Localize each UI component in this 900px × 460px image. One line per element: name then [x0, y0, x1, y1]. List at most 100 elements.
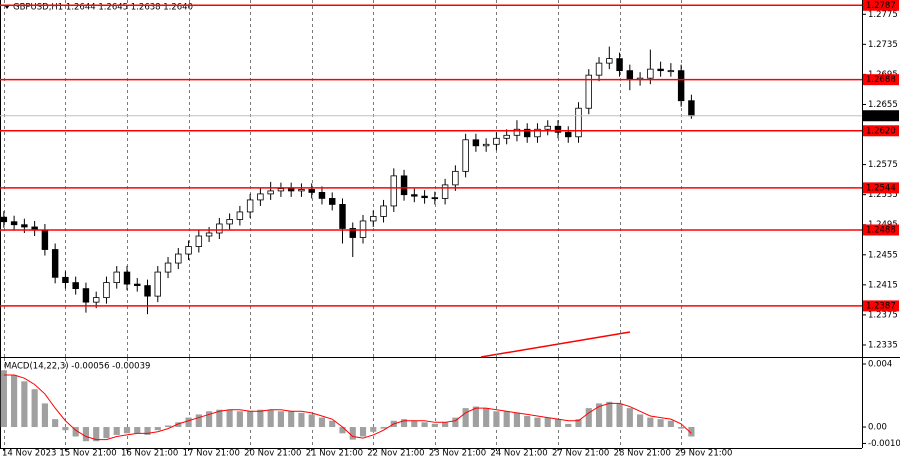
candle-body: [534, 128, 541, 138]
candle-body: [626, 70, 634, 81]
x-tick-label: 20 Nov 21:00: [244, 449, 301, 459]
level-label: 1.2387: [866, 301, 896, 311]
trend-line: [480, 331, 631, 358]
macd-bar: [113, 427, 120, 435]
x-tick-label: 22 Nov 21:00: [367, 449, 424, 459]
x-tick-label: 29 Nov 21:00: [675, 449, 732, 459]
candle-body: [400, 175, 408, 196]
candle-body: [482, 143, 490, 147]
macd-bar: [544, 417, 551, 428]
candle-body: [677, 70, 685, 102]
y-tick-label: 0.004: [868, 359, 892, 369]
macd-bar: [72, 427, 79, 437]
macd-bar: [164, 425, 172, 428]
macd-bar: [11, 375, 18, 428]
macd-bar: [534, 417, 541, 428]
candle-body: [154, 271, 161, 297]
x-tick-label: 17 Nov 21:00: [183, 449, 240, 459]
macd-bar: [82, 427, 90, 442]
y-tick-label: 1.2535: [868, 190, 898, 200]
candle-body: [606, 58, 613, 64]
y-tick-label: 0.00: [868, 423, 887, 433]
candle-body: [62, 276, 69, 283]
level-box: [863, 0, 899, 11]
macd-bar: [298, 412, 305, 428]
macd-bar: [452, 417, 459, 428]
macd-bar: [554, 419, 562, 428]
candle-body: [185, 246, 192, 255]
candle-body: [277, 188, 285, 192]
level-label: 1.2544: [866, 183, 896, 193]
macd-bar: [226, 409, 233, 428]
candle-body: [452, 170, 459, 186]
candle-body: [41, 229, 49, 250]
candle-body: [72, 282, 79, 290]
candle-body: [431, 197, 439, 200]
level-box: [863, 300, 899, 312]
macd-bar: [103, 427, 110, 439]
macd-bar: [431, 423, 438, 428]
macd-bar: [236, 411, 243, 428]
x-tick-label: 24 Nov 21:00: [490, 449, 547, 459]
candle-body: [554, 125, 562, 133]
candle-body: [647, 68, 654, 79]
candle-body: [308, 188, 315, 193]
macd-bar: [144, 427, 151, 435]
x-tick-label: 27 Nov 21:00: [552, 449, 609, 459]
macd-bar: [123, 427, 131, 434]
macd-bar: [339, 427, 346, 434]
macd-bar: [195, 414, 202, 428]
candle-body: [595, 62, 603, 76]
candle-body: [667, 70, 675, 73]
candle-body: [318, 192, 326, 199]
candle-body: [349, 228, 356, 238]
x-tick-label: 15 Nov 21:00: [59, 449, 116, 459]
macd-bar: [575, 419, 582, 428]
level-box: [863, 74, 899, 86]
macd-bar: [359, 427, 367, 437]
candle-body: [441, 184, 449, 199]
current-price-label: 1.2640: [866, 111, 896, 121]
candle-body: [616, 58, 623, 72]
y-tick-label: 1.2375: [868, 310, 898, 320]
candle-body: [421, 195, 428, 199]
macd-bar: [247, 411, 254, 428]
macd-bar: [667, 420, 674, 428]
level-label: 1.2488: [866, 225, 896, 235]
current-price-box: [863, 110, 899, 122]
macd-bar: [370, 427, 377, 432]
candle-body: [226, 219, 233, 225]
macd-bar: [606, 401, 613, 428]
macd-bar: [318, 417, 326, 428]
candle-body: [51, 249, 59, 278]
candle-body: [472, 139, 480, 147]
y-tick-label: 1.2415: [868, 280, 898, 290]
candle-body: [267, 190, 274, 195]
candle-body: [329, 198, 336, 205]
y-tick-label: 1.2735: [868, 40, 898, 50]
candle-body: [411, 194, 418, 197]
candle-body: [462, 139, 469, 172]
macd-bar: [657, 419, 664, 428]
macd-bar: [688, 427, 695, 437]
y-tick-label: 1.2655: [868, 100, 898, 110]
macd-bar: [637, 414, 644, 428]
x-tick-label: 14 Nov 2023: [2, 449, 56, 459]
x-tick-label: 28 Nov 21:00: [614, 449, 671, 459]
macd-bar: [565, 423, 572, 428]
candle-body: [134, 283, 141, 286]
level-box: [863, 182, 899, 194]
x-tick-label: 23 Nov 21:00: [429, 449, 486, 459]
macd-bar: [411, 420, 418, 428]
candle-body: [513, 128, 521, 136]
macd-signal: [3, 374, 692, 441]
macd-bar: [483, 408, 490, 428]
symbol-header: GBPUSD,H1 1.2644 1.2645 1.2638 1.2640: [13, 3, 193, 13]
macd-bar: [21, 381, 28, 428]
macd-bar: [349, 427, 356, 440]
macd-bar: [462, 408, 469, 428]
macd-bar: [678, 427, 685, 429]
macd-bar: [400, 419, 408, 428]
candle-body: [123, 271, 131, 285]
candle-body: [0, 216, 8, 223]
